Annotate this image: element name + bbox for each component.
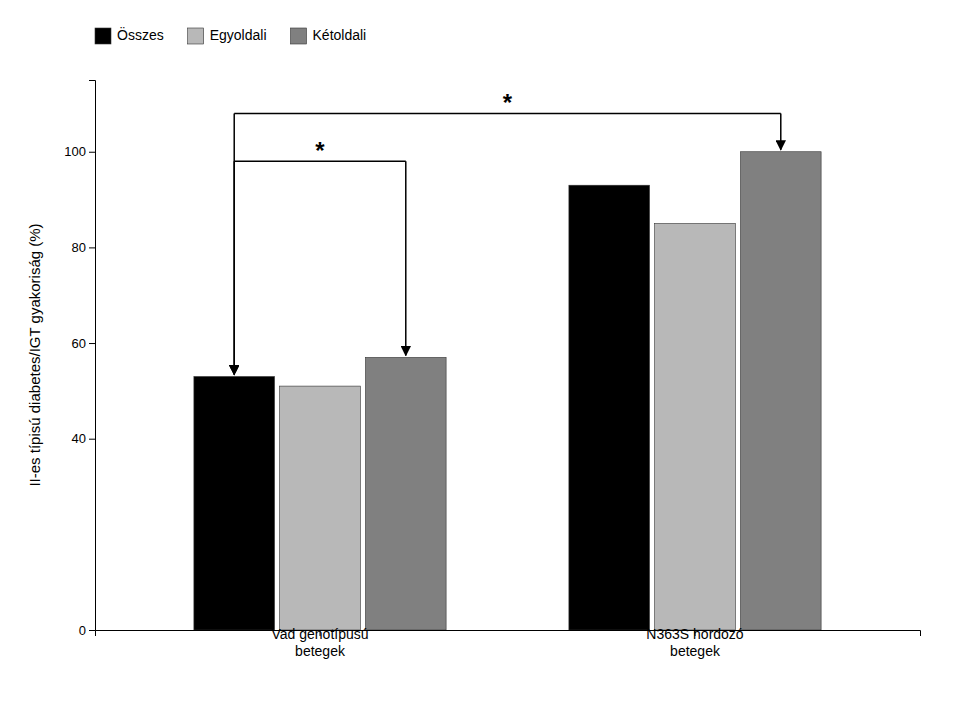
legend-swatch (291, 28, 307, 44)
x-tick-label-line: Vad genotípusú (271, 626, 368, 642)
y-tick-label: 40 (72, 431, 86, 446)
legend-label: Kétoldali (313, 27, 367, 43)
x-axis: Vad genotípusúbetegekN363S hordozóbetege… (96, 626, 921, 659)
bar (194, 377, 275, 630)
y-tick: 100 (64, 144, 95, 159)
y-tick-mark (89, 630, 95, 631)
x-axis-line (96, 631, 921, 637)
legend-label: Egyoldali (210, 27, 267, 43)
y-tick-label: 60 (72, 336, 86, 351)
y-tick-mark (89, 152, 95, 153)
legend-swatch (188, 28, 204, 44)
y-tick-mark (89, 439, 95, 440)
legend-item: Egyoldali (188, 27, 267, 44)
legend-item: Kétoldali (291, 27, 367, 44)
bracket-arrow (780, 113, 782, 149)
legend-swatch (95, 28, 111, 44)
y-tick: 40 (72, 431, 95, 446)
bracket-arrow (405, 161, 407, 355)
bracket-arrow (233, 113, 235, 374)
annotation-text: * (315, 137, 325, 164)
chart: 0406080100Vad genotípusúbetegekN363S hor… (0, 0, 960, 720)
x-tick-label-line: betegek (295, 643, 346, 659)
x-tick-label: N363S hordozóbetegek (646, 626, 744, 659)
y-tick: 80 (72, 240, 95, 255)
x-tick: Vad genotípusúbetegek (271, 626, 368, 659)
bar (569, 185, 650, 630)
y-axis-line (89, 81, 96, 631)
plot: 0406080100Vad genotípusúbetegekN363S hor… (64, 81, 920, 659)
y-tick: 60 (72, 336, 95, 351)
y-tick-label: 100 (64, 144, 86, 159)
annotations: ** (234, 89, 781, 374)
x-tick-label-line: N363S hordozó (646, 626, 744, 642)
legend-label: Összes (117, 26, 164, 43)
bar (365, 357, 446, 630)
y-axis-title: II-es típisú diabetes/IGT gyakoriság (%) (26, 223, 43, 486)
legend-item: Összes (95, 26, 164, 44)
y-tick-mark (89, 343, 95, 344)
y-axis: 0 40 60 80 100 (64, 81, 95, 638)
x-tick-label-line: betegek (670, 643, 721, 659)
y-tick-label: 80 (72, 240, 86, 255)
annotation-text: * (503, 89, 513, 116)
x-tick: N363S hordozóbetegek (646, 626, 744, 659)
bars (194, 152, 821, 630)
bar (655, 223, 736, 630)
x-tick-label: Vad genotípusúbetegek (271, 626, 368, 659)
y-tick-mark (89, 247, 95, 248)
y-tick-label: 0 (79, 623, 86, 638)
y-tick: 0 (79, 623, 95, 638)
legend: Összes Egyoldali Kétoldali (95, 26, 366, 44)
bar (740, 152, 821, 630)
bar (280, 386, 361, 630)
